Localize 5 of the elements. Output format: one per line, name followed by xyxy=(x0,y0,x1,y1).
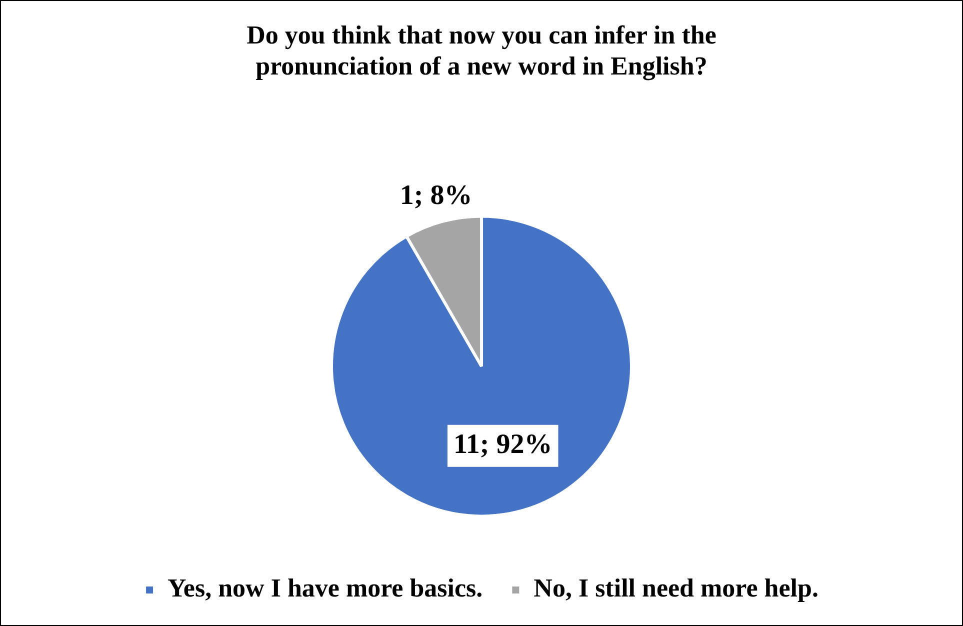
legend-label: Yes, now I have more basics. xyxy=(168,574,483,603)
chart-title: Do you think that now you can infer in the pronunciation of a new word in English? xyxy=(246,20,716,81)
legend-label: No, I still need more help. xyxy=(534,574,818,603)
data-label: 11; 92% xyxy=(453,429,552,460)
data-label: 1; 8% xyxy=(400,180,472,211)
